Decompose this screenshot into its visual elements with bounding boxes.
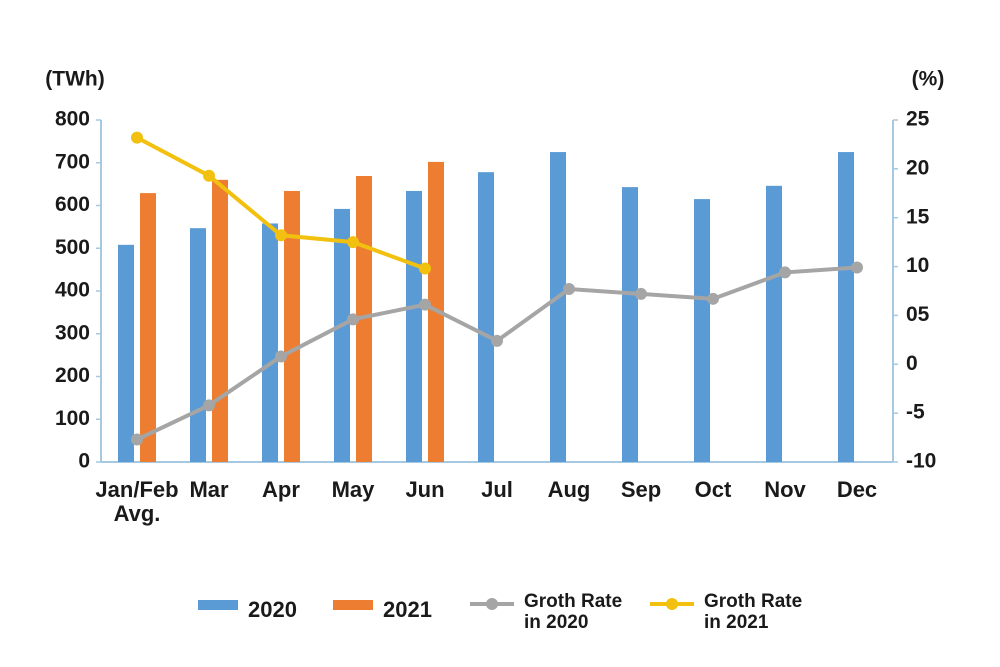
bar	[118, 244, 134, 462]
y-tick-label: 0	[78, 450, 90, 473]
y-axis-title: (TWh)	[45, 68, 104, 91]
legend-swatch	[198, 600, 238, 610]
y-tick-label: 800	[55, 108, 90, 131]
legend-label: Groth Rate in 2020	[524, 591, 623, 633]
y-tick-label: 500	[55, 236, 90, 259]
line	[136, 265, 858, 442]
bar	[140, 193, 156, 463]
y2-tick-label: -10	[906, 450, 936, 473]
x-tick-label: May	[331, 477, 375, 502]
legend-swatch	[486, 598, 498, 610]
line-point	[419, 298, 431, 311]
bar	[766, 185, 782, 462]
line-point	[851, 261, 863, 274]
bar	[284, 190, 300, 462]
line-point	[779, 266, 791, 279]
line-point	[131, 131, 143, 144]
line-point	[707, 292, 719, 305]
y-tick-label: 600	[55, 193, 90, 216]
x-tick-label: Sep	[620, 477, 662, 502]
line-point	[131, 433, 143, 446]
bar	[406, 190, 422, 462]
x-tick-label: Nov	[764, 477, 806, 502]
line-point	[419, 262, 431, 275]
y2-tick-label: 0	[906, 352, 918, 375]
x-tick-label: Apr	[262, 477, 300, 502]
line-point	[347, 236, 359, 249]
y2-tick-label: 15	[906, 205, 930, 228]
y2-tick-label: 05	[906, 303, 930, 326]
x-tick-label: Mar	[189, 477, 229, 502]
line-point	[635, 287, 647, 300]
bar	[550, 152, 566, 462]
x-tick-label: Jan/Feb Avg.	[95, 477, 179, 527]
line	[136, 135, 426, 271]
bar	[262, 223, 278, 462]
bar	[334, 208, 350, 462]
x-tick-label: Aug	[547, 477, 591, 502]
y-tick-label: 700	[55, 150, 90, 173]
line-point	[275, 350, 287, 363]
y2-tick-label: 10	[906, 254, 929, 277]
line-point	[275, 229, 287, 242]
legend-label: 2020	[248, 597, 297, 622]
y-tick-label: 300	[55, 321, 90, 344]
bar	[212, 179, 228, 462]
y2-tick-label: 20	[906, 156, 929, 179]
legend-swatch	[333, 600, 373, 610]
y-tick-label: 100	[55, 407, 90, 430]
legend-swatch	[666, 598, 678, 610]
line-point	[491, 334, 503, 347]
bar	[622, 187, 638, 462]
x-tick-label: Dec	[836, 477, 878, 502]
line-point	[203, 169, 215, 182]
bar	[190, 228, 206, 462]
legend-label: Groth Rate in 2021	[704, 591, 803, 633]
x-tick-label: Jun	[405, 477, 445, 502]
y2-tick-label: 25	[906, 108, 930, 131]
x-tick-label: Jul	[481, 477, 513, 502]
bar	[478, 172, 494, 462]
y2-tick-label: -5	[906, 401, 925, 424]
x-tick-label: Oct	[694, 477, 732, 502]
y2-axis-title: (%)	[912, 68, 945, 91]
y-tick-label: 400	[55, 279, 90, 302]
line-point	[203, 399, 215, 412]
legend-label: 2021	[383, 597, 432, 622]
y-tick-label: 200	[55, 364, 90, 387]
line-point	[563, 283, 575, 296]
bar	[694, 199, 710, 462]
bar	[838, 152, 854, 462]
line-point	[347, 313, 359, 326]
